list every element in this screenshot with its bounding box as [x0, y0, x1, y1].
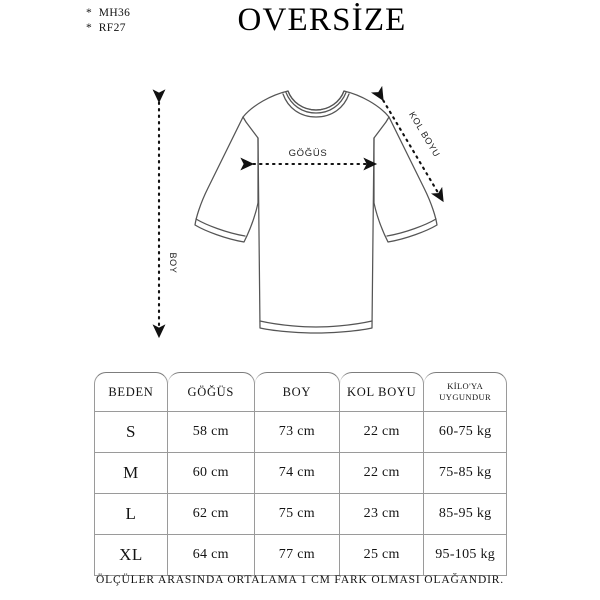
chest-label: GÖĞÜS — [289, 148, 328, 159]
cell-beden: L — [94, 494, 168, 535]
column-header-gogus: GÖĞÜS — [167, 372, 255, 412]
cell-boy: 75 cm — [254, 494, 341, 535]
page-title: OVERSİZE — [237, 2, 407, 38]
cell-kol: 25 cm — [340, 535, 425, 576]
measurement-tolerance-note: ÖLÇÜLER ARASINDA ORTALAMA 1 CM FARK OLMA… — [95, 574, 505, 586]
table-row: M 60 cm 74 cm 22 cm 75-85 kg — [94, 453, 507, 494]
column-header-beden: BEDEN — [94, 372, 168, 412]
cell-beden: XL — [94, 535, 168, 576]
column-header-kol-boyu: KOL BOYU — [340, 372, 425, 412]
product-code-2: * RF27 — [86, 22, 126, 34]
table-row: L 62 cm 75 cm 23 cm 85-95 kg — [94, 494, 507, 535]
sleeve-label: KOL BOYU — [407, 110, 442, 159]
table-body: S 58 cm 73 cm 22 cm 60-75 kg M 60 cm 74 … — [94, 412, 507, 576]
product-codes: * MH36 * RF27 — [86, 6, 130, 36]
cell-boy: 77 cm — [254, 535, 341, 576]
cell-gogus: 58 cm — [167, 412, 255, 453]
cell-kol: 23 cm — [340, 494, 425, 535]
cell-kilo: 60-75 kg — [424, 412, 507, 453]
cell-boy: 73 cm — [254, 412, 341, 453]
column-header-kiloya-uygundur: KİLO'YA UYGUNDUR — [424, 372, 507, 412]
cell-gogus: 60 cm — [167, 453, 255, 494]
cell-kilo: 95-105 kg — [424, 535, 507, 576]
cell-beden: M — [94, 453, 168, 494]
tshirt-measurement-diagram: GÖĞÜS BOY KOL BOYU — [140, 78, 460, 346]
product-code-1: * MH36 — [86, 7, 131, 19]
cell-beden: S — [94, 412, 168, 453]
sleeve-measure-arrow — [370, 85, 444, 203]
cell-gogus: 62 cm — [167, 494, 255, 535]
table-row: XL 64 cm 77 cm 25 cm 95-105 kg — [94, 535, 507, 576]
cell-kol: 22 cm — [340, 453, 425, 494]
cell-gogus: 64 cm — [167, 535, 255, 576]
kilo-header-line-1: KİLO'YA — [447, 381, 484, 391]
column-header-boy: BOY — [254, 372, 341, 412]
cell-kilo: 85-95 kg — [424, 494, 507, 535]
cell-boy: 74 cm — [254, 453, 341, 494]
cell-kilo: 75-85 kg — [424, 453, 507, 494]
table-header-row: BEDEN GÖĞÜS BOY KOL BOYU KİLO'YA UYGUNDU… — [94, 372, 507, 412]
length-label: BOY — [168, 252, 178, 273]
tshirt-outline — [194, 90, 438, 334]
cell-kol: 22 cm — [340, 412, 425, 453]
table-row: S 58 cm 73 cm 22 cm 60-75 kg — [94, 412, 507, 453]
kilo-header-line-2: UYGUNDUR — [439, 392, 492, 402]
size-chart-table: BEDEN GÖĞÜS BOY KOL BOYU KİLO'YA UYGUNDU… — [94, 372, 507, 576]
